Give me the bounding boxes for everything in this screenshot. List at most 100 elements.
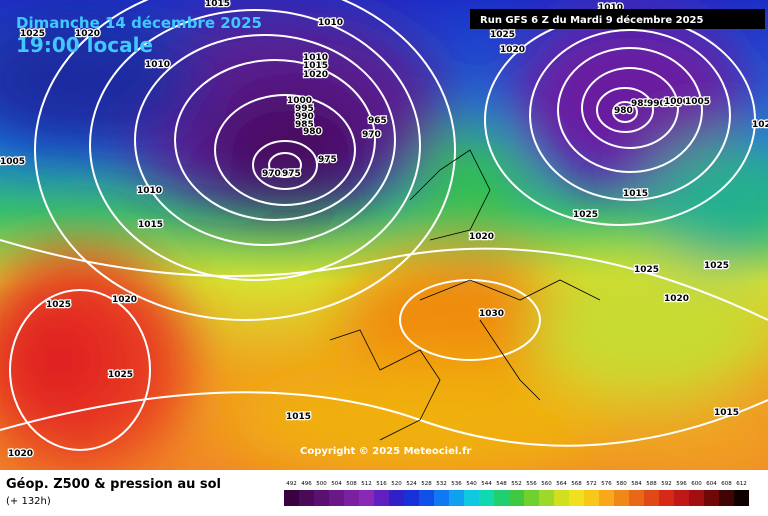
scale-swatch (734, 490, 749, 506)
isobar-label: 990 (295, 112, 314, 122)
scale-swatch (464, 490, 479, 506)
scale-swatch (704, 490, 719, 506)
isobar-label: 1000 (664, 97, 689, 107)
scale-label: 536 (451, 481, 462, 487)
isobar-label: 975 (318, 155, 337, 165)
scale-label: 580 (616, 481, 627, 487)
isobar-label: 995 (295, 104, 314, 114)
scale-swatch (344, 490, 359, 506)
scale-swatch (434, 490, 449, 506)
scale-swatch (314, 490, 329, 506)
scale-label: 560 (541, 481, 552, 487)
isobar-label: 1010 (137, 186, 162, 196)
isobar-label: 1020 (469, 232, 494, 242)
isobar-label: 985 (631, 99, 650, 109)
scale-label: 500 (316, 481, 327, 487)
scale-swatch (599, 490, 614, 506)
isobar-label: 1015 (623, 189, 648, 199)
scale-swatch (359, 490, 374, 506)
isobar-label: 1025 (46, 300, 71, 310)
scale-label: 600 (691, 481, 702, 487)
scale-swatch (689, 490, 704, 506)
scale-label: 612 (736, 481, 747, 487)
scale-label: 532 (436, 481, 447, 487)
scale-label: 572 (586, 481, 597, 487)
scale-swatch (449, 490, 464, 506)
scale-label: 528 (421, 481, 432, 487)
scale-label: 496 (301, 481, 312, 487)
isobar-label: 1020 (112, 295, 137, 305)
run-box (470, 9, 765, 29)
isobar-label: 1010 (318, 18, 343, 28)
scale-label: 584 (631, 481, 642, 487)
scale-swatch (524, 490, 539, 506)
scale-label: 524 (406, 481, 417, 487)
scale-label: 576 (601, 481, 612, 487)
scale-swatch (659, 490, 674, 506)
date-label: Dimanche 14 décembre 2025 (16, 14, 262, 32)
time-label: 19:00 locale (16, 33, 153, 57)
scale-swatch (569, 490, 584, 506)
scale-swatch (404, 490, 419, 506)
scale-swatch (674, 490, 689, 506)
isobar-label: 990 (647, 99, 666, 109)
isobar-label: 1025 (704, 261, 729, 271)
isobar-label: 1020 (8, 449, 33, 459)
isobar-label: 1015 (286, 412, 311, 422)
scale-label: 492 (286, 481, 297, 487)
isobar-label: 1005 (0, 157, 25, 167)
scale-label: 556 (526, 481, 537, 487)
scale-swatch (479, 490, 494, 506)
scale-label: 516 (376, 481, 387, 487)
isobar-label: 1020 (75, 29, 100, 39)
isobar-label: 975 (282, 169, 301, 179)
scale-label: 548 (496, 481, 507, 487)
scale-swatch (509, 490, 524, 506)
isobar-label: 1000 (287, 96, 312, 106)
scale-swatch (614, 490, 629, 506)
isobar-label: 1025 (20, 29, 45, 39)
scale-swatch (539, 490, 554, 506)
scale-label: 504 (331, 481, 342, 487)
isobar-label: 1015 (138, 220, 163, 230)
scale-label: 568 (571, 481, 582, 487)
isobar-label: 970 (262, 169, 281, 179)
scale-label: 544 (481, 481, 492, 487)
scale-label: 520 (391, 481, 402, 487)
isobar-label: 965 (368, 116, 387, 126)
isobar-label: 1005 (685, 97, 710, 107)
isobar-label: 1010 (145, 60, 170, 70)
scale-swatch (584, 490, 599, 506)
scale-swatch (554, 490, 569, 506)
footer-title: Géop. Z500 & pression au sol (6, 477, 221, 492)
scale-label: 508 (346, 481, 357, 487)
isobar-label: 1015 (303, 61, 328, 71)
scale-swatch (629, 490, 644, 506)
footer-lead: (+ 132h) (6, 496, 51, 507)
scale-label: 608 (721, 481, 732, 487)
scale-swatch (374, 490, 389, 506)
scale-swatch (644, 490, 659, 506)
scale-label: 596 (676, 481, 687, 487)
scale-swatch (494, 490, 509, 506)
isobar-label: 1025 (634, 265, 659, 275)
isobar-label: 1020 (303, 70, 328, 80)
isobar-label: 995 (663, 99, 682, 109)
isobar-label: 1020 (500, 45, 525, 55)
isobar-label: 102 (752, 120, 768, 130)
scale-swatch (389, 490, 404, 506)
scale-label: 512 (361, 481, 372, 487)
scale-swatch (419, 490, 434, 506)
isobar-label: 1010 (303, 53, 328, 63)
scale-label: 552 (511, 481, 522, 487)
coastlines (329, 149, 601, 441)
isobar-label: 1020 (664, 294, 689, 304)
isobar-label: 970 (362, 130, 381, 140)
color-scale: 492 496 500 504 508 512 516 520 524 528 532 536 540 5… (284, 481, 749, 506)
isobar-label: 985 (295, 120, 314, 130)
scale-label: 592 (661, 481, 672, 487)
scale-swatch (719, 490, 734, 506)
